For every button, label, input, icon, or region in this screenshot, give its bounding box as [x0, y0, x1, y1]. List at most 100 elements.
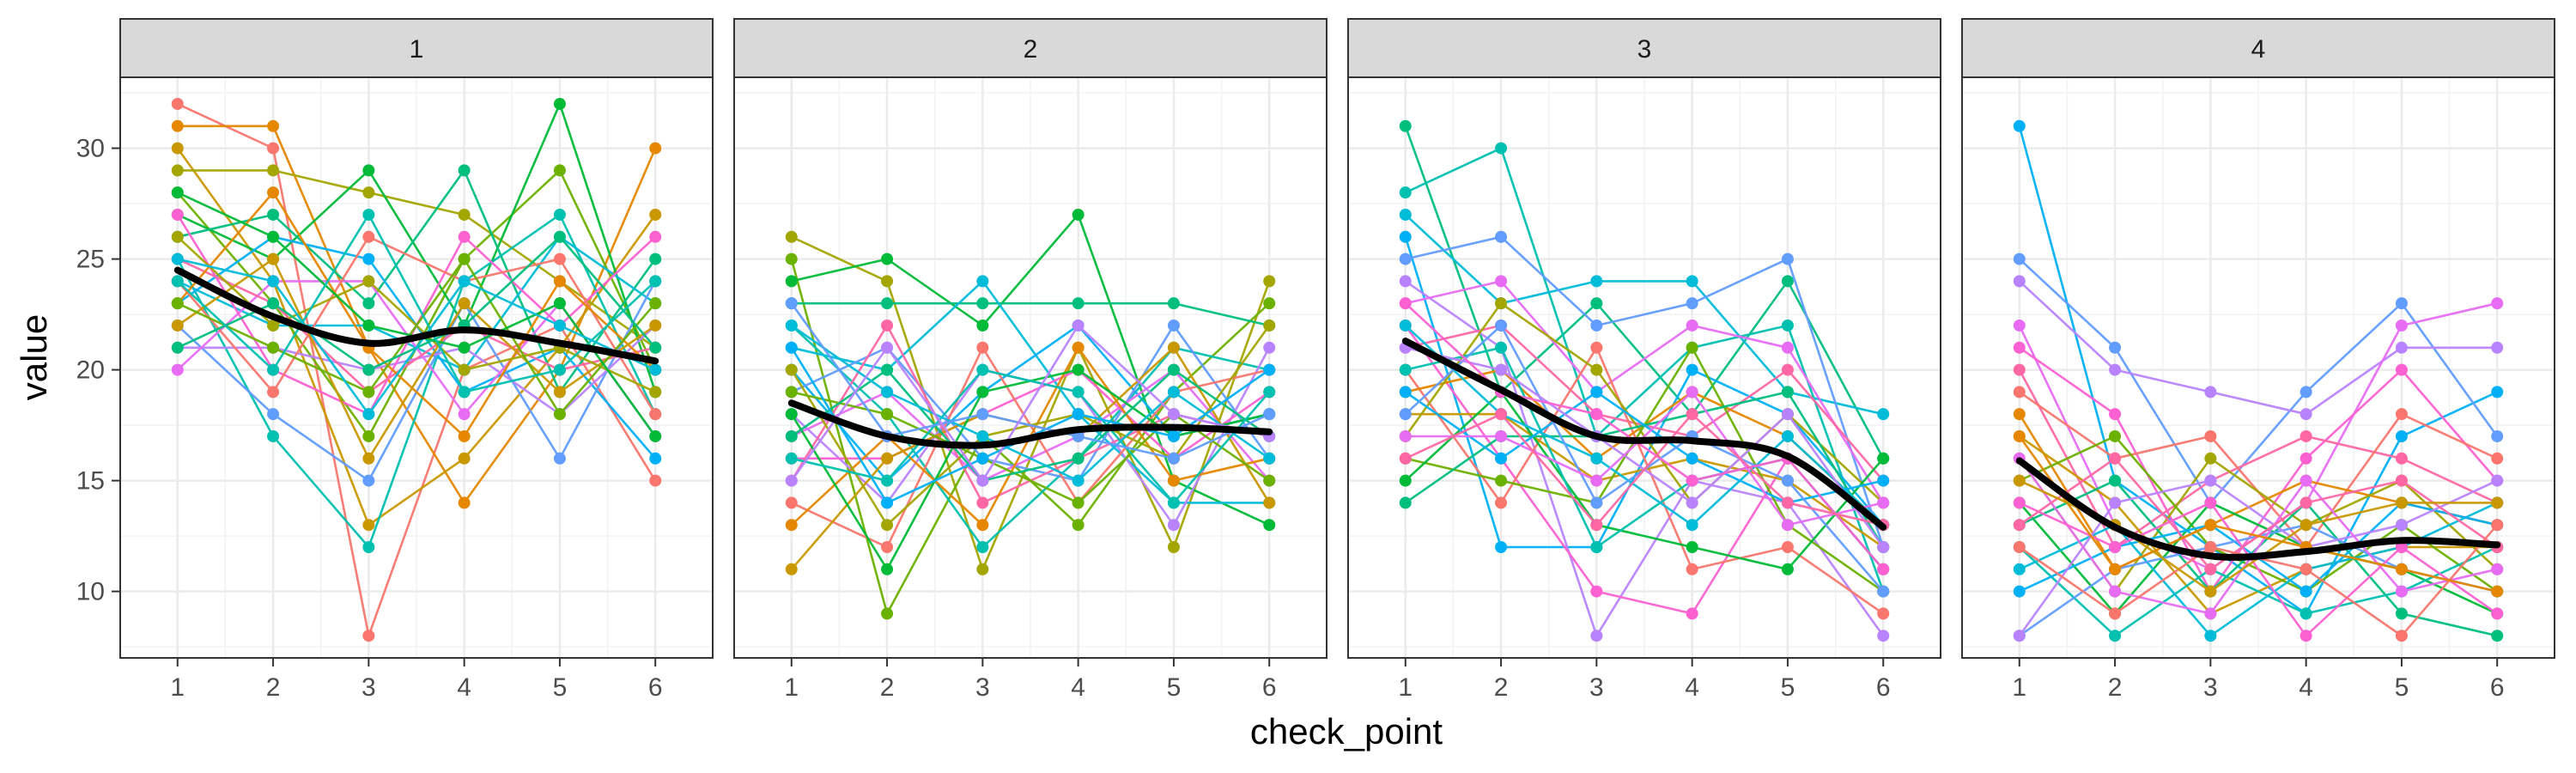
y-tick-label: 15: [76, 467, 105, 496]
data-point: [881, 474, 894, 487]
data-point: [1686, 607, 1698, 620]
data-point: [553, 208, 566, 221]
data-point: [976, 341, 989, 354]
data-point: [2013, 275, 2026, 288]
data-point: [976, 297, 989, 310]
data-point: [362, 452, 375, 465]
data-point: [2109, 540, 2122, 553]
x-tick-label: 1: [784, 673, 799, 702]
x-tick-label: 6: [2490, 673, 2505, 702]
data-point: [2395, 429, 2408, 442]
data-point: [1263, 408, 1276, 421]
data-point: [2013, 540, 2026, 553]
series-group: [1399, 119, 1890, 642]
data-point: [649, 253, 662, 265]
data-point: [1495, 230, 1508, 243]
data-point: [2300, 607, 2312, 620]
data-point: [1781, 519, 1794, 532]
data-point: [2491, 519, 2504, 532]
data-point: [171, 119, 184, 132]
series-line: [2018, 545, 2498, 637]
data-point: [785, 496, 798, 509]
data-point: [881, 297, 894, 310]
data-point: [171, 164, 184, 177]
data-point: [2013, 585, 2026, 598]
data-point: [171, 341, 184, 354]
data-point: [553, 363, 566, 376]
data-point: [1399, 208, 1412, 221]
data-point: [2395, 452, 2408, 465]
data-point: [1167, 319, 1180, 332]
panel-4: 4 1 2 3 4 5 6: [1961, 18, 2555, 702]
data-point: [649, 275, 662, 288]
y-tick-label: 20: [76, 356, 105, 385]
data-point: [1781, 563, 1794, 575]
series-line: [177, 102, 657, 641]
data-point: [1781, 319, 1794, 332]
data-point: [881, 540, 894, 553]
data-point: [881, 341, 894, 354]
y-axis-title: value: [14, 314, 54, 400]
data-point: [267, 230, 280, 243]
data-point: [2300, 474, 2312, 487]
data-point: [2491, 452, 2504, 465]
data-point: [1167, 474, 1180, 487]
data-point: [553, 275, 566, 288]
data-point: [1495, 408, 1508, 421]
data-point: [553, 386, 566, 399]
panel-border: [1347, 76, 1941, 659]
data-point: [1686, 496, 1698, 509]
data-point: [2300, 630, 2312, 642]
data-point: [1399, 275, 1412, 288]
data-point: [2300, 429, 2312, 442]
data-point: [1263, 386, 1276, 399]
data-point: [785, 386, 798, 399]
data-point: [881, 363, 894, 376]
series-group: [171, 97, 662, 642]
data-point: [785, 519, 798, 532]
data-point: [2013, 408, 2026, 421]
data-point: [1590, 408, 1603, 421]
data-point: [881, 386, 894, 399]
data-point: [1590, 474, 1603, 487]
data-point: [1686, 474, 1698, 487]
strip-label: 3: [1637, 35, 1652, 64]
series-line: [1405, 390, 1884, 526]
data-point: [785, 408, 798, 421]
data-point: [785, 230, 798, 243]
series-line: [177, 100, 657, 393]
strip-label: 4: [2251, 35, 2266, 64]
data-point: [1072, 474, 1084, 487]
series-line: [176, 191, 657, 439]
series-group: [785, 208, 1276, 620]
data-point: [1686, 386, 1698, 399]
data-point: [976, 408, 989, 421]
data-point: [2204, 563, 2217, 575]
data-point: [1399, 474, 1412, 487]
y-tick-label: 25: [76, 246, 105, 274]
data-point: [881, 275, 894, 288]
data-point: [362, 319, 375, 332]
data-point: [1399, 452, 1412, 465]
data-point: [362, 164, 375, 177]
data-point: [2204, 452, 2217, 465]
data-point: [1781, 429, 1794, 442]
series-line: [2018, 125, 2498, 616]
data-point: [976, 275, 989, 288]
data-point: [1399, 386, 1412, 399]
data-point: [2395, 408, 2408, 421]
data-point: [976, 474, 989, 487]
series-line: [177, 258, 656, 394]
x-tick-label: 2: [2108, 673, 2123, 702]
panel-3: 3 1 2 3 4 5 6: [1347, 18, 1941, 702]
data-point: [1495, 319, 1508, 332]
series-line: [2018, 258, 2499, 505]
series-line: [1404, 325, 1885, 526]
data-point: [1072, 363, 1084, 376]
data-point: [362, 297, 375, 310]
strip-background: [119, 18, 714, 78]
x-tick-label: 6: [1262, 673, 1277, 702]
series-line: [1405, 279, 1885, 504]
smooth-trend-line: [173, 266, 659, 365]
data-point: [649, 429, 662, 442]
